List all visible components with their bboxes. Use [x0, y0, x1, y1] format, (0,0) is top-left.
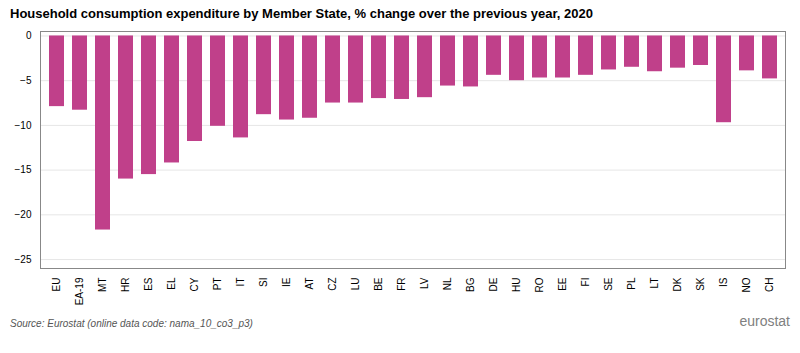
- svg-text:EU: EU: [51, 278, 62, 292]
- svg-text:NO: NO: [741, 277, 752, 292]
- svg-text:IT: IT: [235, 278, 246, 287]
- svg-text:AT: AT: [304, 278, 315, 290]
- svg-text:PL: PL: [626, 277, 637, 290]
- svg-text:SK: SK: [695, 277, 706, 291]
- svg-text:RO: RO: [534, 277, 545, 292]
- svg-text:CH: CH: [764, 278, 775, 292]
- svg-text:FI: FI: [580, 278, 591, 287]
- svg-text:−10: −10: [15, 120, 32, 131]
- svg-text:CY: CY: [189, 277, 200, 291]
- svg-text:BG: BG: [465, 277, 476, 292]
- svg-text:−20: −20: [15, 209, 32, 220]
- svg-text:HU: HU: [511, 278, 522, 292]
- svg-text:DE: DE: [488, 277, 499, 291]
- svg-text:SE: SE: [603, 277, 614, 291]
- svg-text:FR: FR: [396, 278, 407, 291]
- html-text:Source: Eurostat (online data: Source: Eurostat (online data code: nama…: [10, 318, 253, 329]
- svg-text:IE: IE: [281, 277, 292, 287]
- svg-text:NL: NL: [442, 277, 453, 290]
- svg-text:DK: DK: [672, 277, 683, 291]
- html-text:eurostat: eurostat: [739, 313, 790, 329]
- svg-text:EA-19: EA-19: [74, 277, 85, 305]
- svg-text:−5: −5: [20, 75, 32, 86]
- svg-text:ES: ES: [143, 277, 154, 291]
- svg-text:MT: MT: [97, 278, 108, 292]
- svg-text:0: 0: [26, 30, 32, 41]
- svg-text:HR: HR: [120, 278, 131, 292]
- svg-text:EL: EL: [166, 277, 177, 290]
- svg-text:SI: SI: [258, 278, 269, 287]
- svg-text:LV: LV: [419, 277, 430, 289]
- svg-text:PT: PT: [212, 278, 223, 291]
- svg-text:−25: −25: [15, 254, 32, 265]
- svg-text:IS: IS: [718, 277, 729, 287]
- svg-text:EE: EE: [557, 277, 568, 291]
- svg-text:LT: LT: [649, 278, 660, 289]
- svg-text:BE: BE: [373, 277, 384, 291]
- svg-text:−15: −15: [15, 164, 32, 175]
- svg-text:CZ: CZ: [327, 278, 338, 291]
- svg-text:LU: LU: [350, 278, 361, 291]
- html-text:Household consumption expendit: Household consumption expenditure by Mem…: [10, 6, 593, 21]
